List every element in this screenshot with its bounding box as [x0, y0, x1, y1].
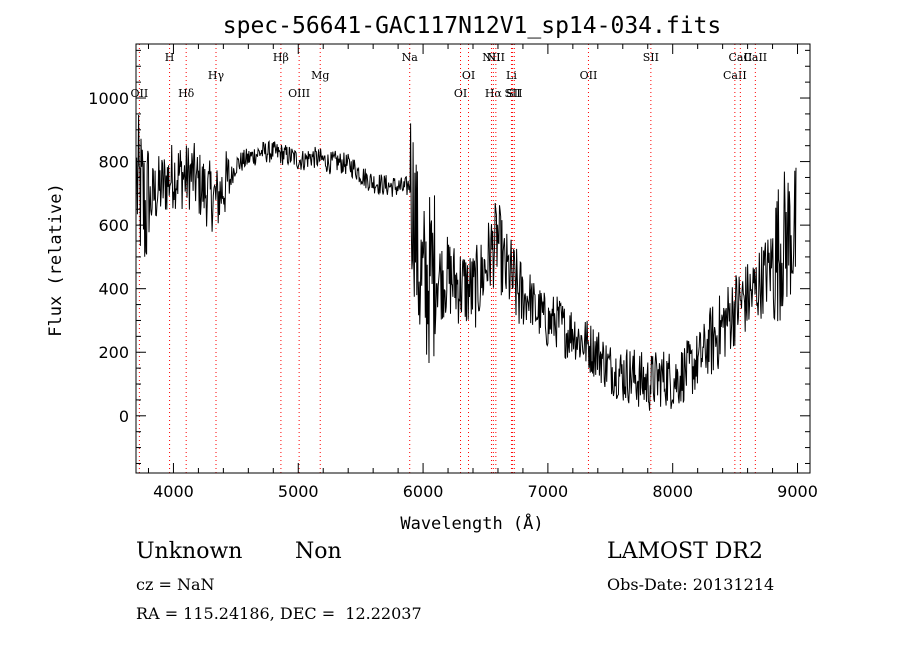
y-tick-label: 200	[98, 343, 129, 362]
spectral-line-label: SII	[504, 87, 520, 100]
spectral-line-label: OIII	[288, 87, 310, 100]
spectral-line-label: CaII	[729, 51, 753, 64]
spectral-line-label: OII	[131, 87, 149, 100]
x-tick-label: 4000	[153, 482, 194, 501]
x-tick-label: 5000	[278, 482, 319, 501]
plot-axes: 4000 5000 6000 7000 8000 9000 0 200 400 600 800 100…	[88, 43, 818, 501]
spectral-line-label: Na	[402, 51, 419, 64]
spectral-subclass: Non	[295, 539, 342, 564]
spectral-line-label: Mg	[311, 69, 329, 82]
spectrum-chart: spec-56641-GAC117N12V1_sp14-034.fits Wav…	[46, 13, 818, 534]
chart-title: spec-56641-GAC117N12V1_sp14-034.fits	[223, 13, 722, 39]
spectral-line-label: OI	[462, 69, 475, 82]
spectral-line-label: Li	[506, 69, 517, 82]
observation-date: Obs-Date: 20131214	[607, 575, 775, 594]
x-tick-label: 8000	[652, 482, 693, 501]
survey-name: LAMOST DR2	[607, 539, 763, 564]
spectral-line-label: Hβ	[273, 51, 289, 64]
spectral-line-label: NII	[487, 51, 505, 64]
spectrum-series	[136, 114, 797, 411]
redshift-cz: cz = NaN	[136, 575, 215, 594]
y-axis-label: Flux (relative)	[46, 183, 66, 337]
spectral-line-label: OII	[580, 69, 598, 82]
y-tick-label: 0	[119, 407, 129, 426]
spectral-line-label: Hα	[485, 87, 503, 100]
x-tick-label: 9000	[777, 482, 818, 501]
spectral-line-label: Hδ	[178, 87, 195, 100]
spectral-line-label: Hγ	[208, 69, 225, 82]
ra-dec-coordinates: RA = 115.24186, DEC = 12.22037	[136, 604, 422, 623]
x-tick-label: 7000	[528, 482, 569, 501]
spectrum-line	[136, 114, 797, 411]
spectral-line-label: OI	[454, 87, 467, 100]
spectral-line-label: H	[165, 51, 175, 64]
spectral-line-label: CaII	[743, 51, 767, 64]
spectral-class: Unknown	[136, 539, 243, 564]
x-tick-label: 6000	[403, 482, 444, 501]
x-axis-label: Wavelength (Å)	[400, 512, 543, 534]
spectral-line-label: SII	[506, 87, 522, 100]
spectral-line-label: SII	[643, 51, 659, 64]
y-tick-label: 800	[98, 153, 129, 172]
y-tick-label: 400	[98, 280, 129, 299]
spectral-line-markers: OIIHHδHγHβOIIIMgNaOIOINIIHαNIILiSIISIIOI…	[131, 44, 767, 473]
y-tick-label: 1000	[88, 89, 129, 108]
y-tick-label: 600	[98, 216, 129, 235]
spectral-line-label: CaII	[723, 69, 747, 82]
